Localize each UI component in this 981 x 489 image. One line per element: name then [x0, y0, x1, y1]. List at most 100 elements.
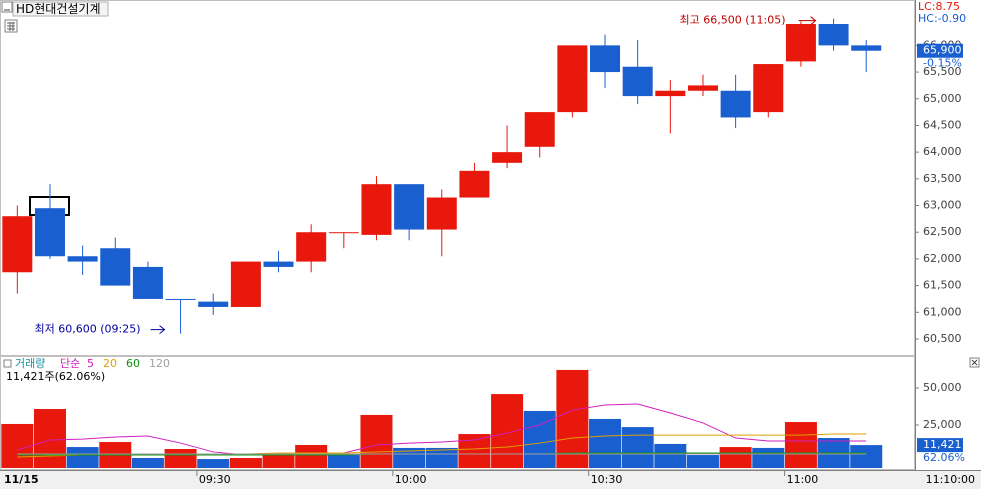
price-panel — [0, 0, 915, 356]
volume-bar — [752, 447, 785, 469]
volume-bar — [784, 422, 817, 469]
candle-body — [165, 298, 196, 300]
volume-bar — [262, 452, 295, 469]
candle-body — [753, 64, 784, 113]
minimize-button[interactable] — [1, 1, 13, 13]
volume-panel — [0, 356, 915, 470]
candle-body — [426, 197, 457, 230]
candle-body — [198, 301, 229, 307]
candle-body — [263, 261, 294, 267]
y-tick-label: 64,000 — [923, 145, 962, 158]
volume-bar — [491, 394, 524, 469]
volume-bar — [589, 418, 622, 469]
y-tick-label: 65,000 — [923, 92, 962, 105]
legend-entry: 5 — [87, 357, 94, 370]
y-tick-label: 62,500 — [923, 225, 962, 238]
button-icon — [7, 22, 15, 31]
volume-bar — [719, 447, 752, 469]
last-volume-tag — [917, 438, 963, 453]
y-tick-label: 50,000 — [923, 381, 962, 394]
x-axis-band — [0, 471, 981, 489]
volume-bar — [850, 445, 883, 469]
last-volume-label: 11,421 — [923, 438, 962, 451]
volume-bar — [393, 447, 426, 469]
y-tick-label: 61,500 — [923, 279, 962, 292]
change-label: -0.15% — [923, 57, 962, 70]
last-price-label: 65,900 — [923, 44, 962, 57]
last-price-tag — [917, 43, 963, 58]
volume-bar — [556, 369, 589, 469]
candle-body — [851, 45, 882, 51]
volume-bar — [164, 448, 197, 469]
legend-entry: 60 — [126, 357, 140, 370]
legend-entry: 120 — [149, 357, 170, 370]
volume-bar — [295, 444, 328, 469]
button-icon — [971, 359, 978, 366]
candle-body — [2, 216, 33, 273]
time-label: 11:10:00 — [926, 473, 975, 486]
volume-bar — [131, 458, 164, 469]
ma-line — [17, 403, 867, 456]
candle-body — [785, 24, 816, 62]
candle-body — [818, 24, 849, 46]
y-tick-label: 25,000 — [923, 418, 962, 431]
x-tick-label: 10:00 — [395, 473, 427, 486]
candle-body — [492, 152, 523, 163]
candle-body — [296, 232, 327, 262]
x-tick-label: 11:00 — [787, 473, 819, 486]
chart-title: HD현대건설기계 — [16, 2, 101, 16]
volume-bar — [197, 459, 230, 469]
volume-title: 거래량 — [15, 357, 45, 370]
candle-body — [590, 45, 621, 73]
candle-body — [394, 184, 425, 230]
volume-bar — [229, 458, 262, 469]
method-label: 단순 — [60, 357, 80, 370]
y-tick-label: 65,500 — [923, 65, 962, 78]
candle-body — [557, 45, 588, 113]
high-annotation: 최고 66,500 (11:05) — [680, 14, 786, 27]
lc-label: LC:8.75 — [918, 0, 960, 13]
x-tick-label: 11/15 — [4, 473, 39, 486]
candle-body — [34, 208, 65, 257]
volume-bar — [458, 434, 491, 469]
y-tick-label: 62,000 — [923, 252, 962, 265]
x-tick-label: 10:30 — [591, 473, 623, 486]
x-tick-label: 09:30 — [199, 473, 231, 486]
volume-bar — [66, 447, 99, 469]
hc-label: HC:-0.90 — [918, 12, 966, 25]
candle-body — [459, 170, 490, 198]
y-tick-label: 61,000 — [923, 305, 962, 318]
low-annotation: 최저 60,600 (09:25) — [35, 323, 141, 336]
volume-bar — [33, 409, 66, 469]
y-tick-label: 64,500 — [923, 118, 962, 131]
legend-entry: 20 — [103, 357, 117, 370]
candle-body — [361, 184, 392, 235]
candle-body — [720, 90, 751, 118]
volume-bar — [1, 423, 34, 469]
candle-body — [230, 261, 261, 307]
candle-body — [622, 66, 653, 97]
volume-bar — [654, 443, 687, 469]
candle-body — [328, 232, 359, 234]
volume-info: 11,421주(62.06%) — [6, 370, 105, 383]
candle-body — [100, 248, 131, 286]
candle-body — [67, 256, 98, 262]
high-arrow — [798, 16, 817, 26]
ratio-label: 62.06% — [923, 451, 965, 464]
volume-bar — [621, 427, 654, 469]
candle-body — [132, 266, 163, 299]
low-arrow — [150, 325, 166, 335]
volume-bar — [425, 447, 458, 469]
title-box — [12, 1, 109, 17]
y-tick-label: 60,500 — [923, 332, 962, 345]
y-tick-label: 63,000 — [923, 199, 962, 212]
candle-body — [687, 85, 718, 91]
volume-bar — [327, 455, 360, 469]
y-tick-label: 63,500 — [923, 172, 962, 185]
candle-body — [655, 90, 686, 97]
legend-marker — [3, 359, 12, 368]
candle-body — [524, 112, 555, 147]
volume-bar — [360, 414, 393, 469]
